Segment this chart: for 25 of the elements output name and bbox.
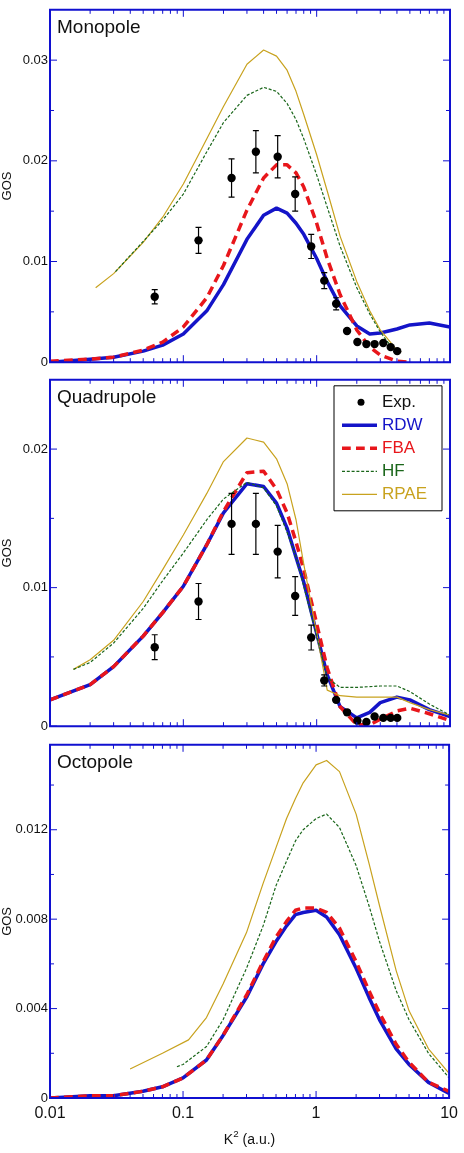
legend-label: RPAE	[382, 483, 428, 503]
y-tick-label: 0.02	[22, 152, 48, 168]
y-tick-label: 0.004	[15, 1000, 48, 1016]
y-tick-label: 0.01	[22, 579, 48, 595]
chart-title: Monopole	[57, 15, 141, 37]
legend-label: Exp.	[382, 391, 417, 411]
y-tick-label: 0.01	[22, 253, 48, 269]
y-tick-label: 0	[40, 717, 48, 733]
legend-label: RDW	[382, 414, 423, 434]
x-tick-label: 1	[311, 1104, 321, 1122]
y-axis-title: GOS	[0, 171, 14, 201]
y-axis-title: GOS	[0, 906, 14, 936]
legend-label: FBA	[382, 437, 416, 457]
y-axis-title: GOS	[0, 538, 14, 568]
legend-label: HF	[382, 460, 405, 480]
y-tick-label: 0.012	[15, 821, 48, 837]
y-tick-label: 0	[40, 1089, 48, 1105]
chart-title: Octopole	[57, 750, 134, 772]
y-tick-label: 0	[40, 353, 48, 369]
y-tick-label: 0.02	[22, 440, 48, 456]
y-tick-label: 0.03	[22, 51, 48, 67]
chart-title: Quadrupole	[57, 385, 157, 407]
x-tick-label: 0.1	[171, 1104, 195, 1122]
y-tick-label: 0.008	[15, 910, 48, 926]
x-tick-label: 10	[440, 1104, 459, 1122]
